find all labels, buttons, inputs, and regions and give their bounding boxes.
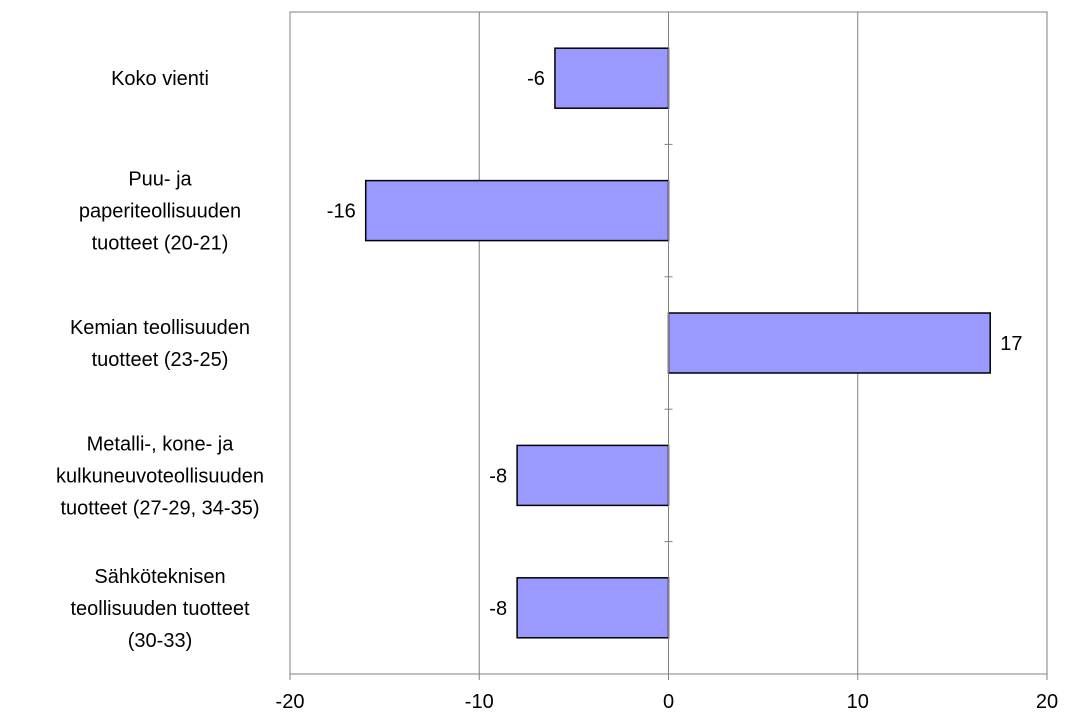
data-label-2: 17 bbox=[1000, 333, 1022, 355]
category-label-3-line-0: Metalli-, kone- ja bbox=[87, 433, 235, 455]
category-label-1-line-0: Puu- ja bbox=[128, 169, 192, 191]
x-tick-label-1: -10 bbox=[465, 691, 494, 713]
category-label-0-line-0: Koko vienti bbox=[111, 68, 209, 90]
category-label-4: Sähköteknisen teollisuuden tuotteet (30-33… bbox=[70, 566, 249, 652]
data-label-0: -6 bbox=[527, 68, 545, 90]
x-tick-label-0: -20 bbox=[276, 691, 305, 713]
data-label-4: -8 bbox=[489, 598, 507, 620]
bar-layer bbox=[364, 47, 991, 639]
category-label-1-line-1: paperiteollisuuden bbox=[79, 201, 241, 223]
category-label-3: Metalli-, kone- ja kulkuneuvoteollisuuden… bbox=[56, 433, 264, 519]
bar-2 bbox=[667, 312, 991, 374]
x-tick-label-2: 0 bbox=[663, 691, 674, 713]
category-label-4-line-0: Sähköteknisen bbox=[94, 566, 225, 588]
category-label-2-line-1: tuotteet (23-25) bbox=[92, 349, 229, 371]
category-label-3-line-1: kulkuneuvoteollisuuden bbox=[56, 465, 264, 487]
data-label-1: -16 bbox=[327, 201, 356, 223]
category-label-2-line-0: Kemian teollisuuden bbox=[70, 317, 250, 339]
axis-layer bbox=[289, 11, 1048, 680]
category-label-4-line-1: teollisuuden tuotteet bbox=[70, 598, 249, 620]
category-label-4-line-2: (30-33) bbox=[128, 630, 192, 652]
bar-0 bbox=[554, 47, 670, 109]
bar-4 bbox=[516, 577, 670, 639]
label-layer: -20 -10 0 10 20 Koko vienti Puu- ja paperiteoll… bbox=[56, 68, 1058, 713]
x-tick-label-4: 20 bbox=[1036, 691, 1058, 713]
category-label-3-line-2: tuotteet (27-29, 34-35) bbox=[60, 497, 259, 519]
category-label-1-line-2: tuotteet (20-21) bbox=[92, 233, 229, 255]
category-label-2: Kemian teollisuuden tuotteet (23-25) bbox=[70, 317, 250, 371]
bar-1 bbox=[364, 179, 670, 242]
x-tick-label-3: 10 bbox=[847, 691, 869, 713]
category-label-1: Puu- ja paperiteollisuuden tuotteet (20-21… bbox=[79, 169, 241, 255]
bar-3 bbox=[516, 444, 670, 507]
category-label-0: Koko vienti bbox=[111, 68, 209, 90]
data-label-3: -8 bbox=[489, 465, 507, 487]
